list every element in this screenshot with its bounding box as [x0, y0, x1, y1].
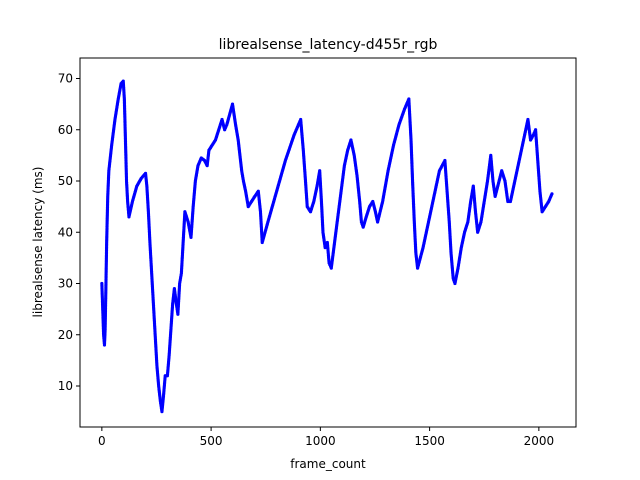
y-tick-label: 30 — [58, 277, 73, 291]
x-tick-label: 500 — [200, 434, 223, 448]
chart-title: librealsense_latency-d455r_rgb — [219, 37, 438, 53]
y-tick-label: 40 — [58, 225, 73, 239]
plot-frame — [79, 57, 577, 428]
x-tick-label: 0 — [98, 434, 106, 448]
x-tick-label: 1500 — [414, 434, 445, 448]
data-point — [550, 192, 554, 196]
x-axis-label: frame_count — [290, 457, 366, 471]
y-tick-label: 60 — [58, 123, 73, 137]
y-axis-label: librealsense latency (ms) — [31, 167, 45, 318]
y-tick-label: 70 — [58, 72, 73, 86]
x-axis-ticks: 0 500 1000 1500 2000 — [98, 427, 554, 448]
plot-points — [100, 79, 554, 414]
y-tick-label: 50 — [58, 174, 73, 188]
y-tick-label: 20 — [58, 328, 73, 342]
y-axis-ticks: 10 20 30 40 50 60 70 — [58, 72, 80, 393]
x-tick-label: 1000 — [305, 434, 336, 448]
x-tick-label: 2000 — [524, 434, 555, 448]
y-tick-label: 10 — [58, 379, 73, 393]
